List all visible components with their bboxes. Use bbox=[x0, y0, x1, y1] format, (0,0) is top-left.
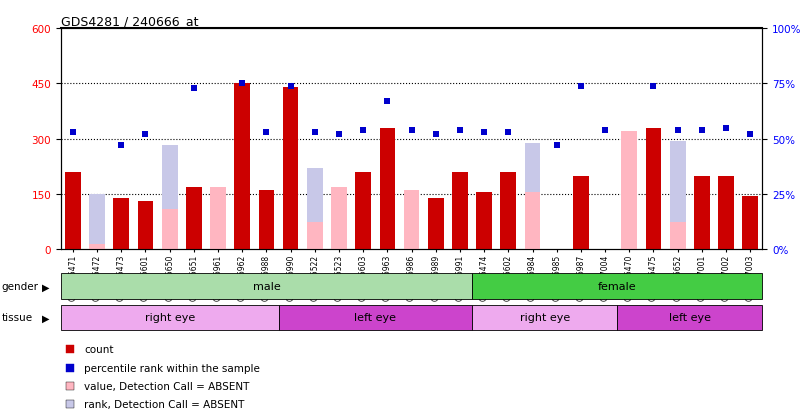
Bar bbox=[476, 193, 492, 250]
Bar bbox=[472, 274, 762, 299]
Bar bbox=[380, 128, 395, 250]
Bar bbox=[500, 173, 517, 250]
Text: GDS4281 / 240666_at: GDS4281 / 240666_at bbox=[61, 15, 199, 28]
Bar bbox=[355, 173, 371, 250]
Text: ▶: ▶ bbox=[42, 313, 49, 323]
Text: ▶: ▶ bbox=[42, 282, 49, 292]
Bar bbox=[646, 128, 661, 250]
Bar bbox=[138, 202, 153, 250]
Text: gender: gender bbox=[2, 282, 39, 292]
Text: count: count bbox=[84, 344, 114, 355]
Bar bbox=[719, 176, 734, 250]
Text: left eye: left eye bbox=[669, 313, 710, 323]
Bar bbox=[307, 222, 323, 250]
Bar bbox=[162, 209, 178, 250]
Bar bbox=[525, 144, 540, 250]
Text: male: male bbox=[252, 282, 281, 292]
Bar bbox=[670, 222, 685, 250]
Bar bbox=[670, 142, 685, 250]
Bar bbox=[452, 173, 468, 250]
Bar bbox=[472, 305, 617, 330]
Text: female: female bbox=[598, 282, 637, 292]
Bar bbox=[65, 173, 81, 250]
Bar bbox=[694, 176, 710, 250]
Bar bbox=[114, 198, 129, 250]
Bar bbox=[617, 305, 762, 330]
Bar bbox=[61, 305, 278, 330]
Bar bbox=[61, 274, 472, 299]
Bar bbox=[234, 84, 250, 250]
Bar bbox=[742, 197, 758, 250]
Text: left eye: left eye bbox=[354, 313, 397, 323]
Text: right eye: right eye bbox=[144, 313, 195, 323]
Bar bbox=[428, 198, 444, 250]
Text: tissue: tissue bbox=[2, 313, 32, 323]
Bar bbox=[621, 132, 637, 250]
Text: right eye: right eye bbox=[520, 313, 570, 323]
Bar bbox=[89, 195, 105, 250]
Bar bbox=[307, 168, 323, 250]
Bar bbox=[278, 305, 472, 330]
Text: value, Detection Call = ABSENT: value, Detection Call = ABSENT bbox=[84, 381, 249, 391]
Bar bbox=[525, 193, 540, 250]
Bar bbox=[259, 191, 274, 250]
Bar bbox=[573, 176, 589, 250]
Bar bbox=[331, 187, 347, 250]
Bar bbox=[283, 88, 298, 250]
Bar bbox=[89, 244, 105, 250]
Bar bbox=[621, 142, 637, 250]
Bar bbox=[162, 146, 178, 250]
Bar bbox=[404, 191, 419, 250]
Text: rank, Detection Call = ABSENT: rank, Detection Call = ABSENT bbox=[84, 399, 244, 409]
Bar bbox=[186, 187, 202, 250]
Bar bbox=[210, 187, 226, 250]
Text: percentile rank within the sample: percentile rank within the sample bbox=[84, 363, 260, 373]
